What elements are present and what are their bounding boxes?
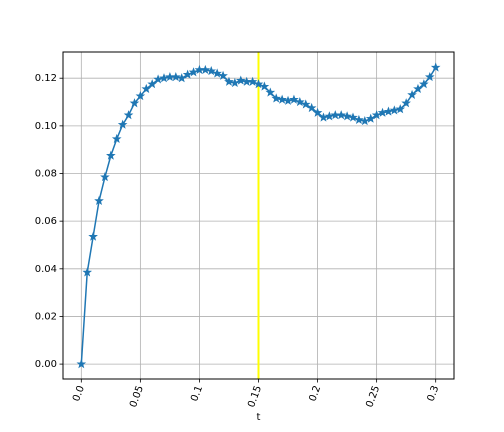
star-marker	[259, 81, 270, 91]
star-marker	[123, 110, 134, 120]
star-marker	[218, 70, 228, 80]
star-marker	[430, 62, 441, 72]
star-marker	[76, 359, 87, 369]
star-marker	[176, 73, 187, 83]
y-tick-label: 0.06	[35, 216, 57, 227]
x-axis-label: t	[257, 412, 261, 423]
y-tick-label: 0.12	[35, 73, 57, 84]
star-marker	[135, 91, 146, 101]
star-marker	[401, 98, 411, 108]
star-marker	[247, 76, 258, 86]
axis-ticks: 0.0 0.05 0.1 0.15 0.2 0.25 0.3 0.00 0.02 0.04 0.06…	[35, 73, 442, 409]
star-marker	[360, 116, 370, 126]
star-marker	[171, 71, 181, 82]
star-marker	[253, 79, 264, 89]
star-marker	[147, 79, 157, 89]
y-tick-label: 0.10	[35, 121, 57, 132]
star-marker	[336, 110, 346, 120]
star-marker	[277, 94, 287, 104]
star-marker	[395, 104, 406, 114]
star-marker	[82, 267, 93, 277]
x-tick-label: 0.1	[189, 384, 205, 403]
y-tick-label: 0.00	[35, 359, 57, 370]
star-marker	[377, 107, 388, 117]
star-marker	[295, 96, 305, 107]
x-tick-label: 0.05	[128, 384, 146, 409]
y-tick-label: 0.08	[35, 169, 57, 180]
star-marker	[342, 111, 352, 121]
star-marker	[348, 112, 358, 122]
star-marker	[159, 73, 169, 83]
star-marker	[419, 79, 429, 89]
star-marker	[354, 114, 364, 124]
star-marker	[312, 107, 323, 117]
star-marker	[371, 110, 382, 120]
series-layer	[76, 62, 441, 369]
x-tick-label: 0.0	[71, 384, 87, 403]
y-tick-label: 0.02	[35, 311, 57, 322]
star-marker	[200, 64, 211, 74]
x-tick-label: 0.25	[364, 384, 382, 409]
star-marker	[129, 98, 140, 108]
star-marker	[182, 69, 193, 79]
star-marker	[235, 75, 246, 85]
y-tick-label: 0.04	[35, 264, 57, 275]
star-marker	[212, 68, 222, 78]
x-tick-label: 0.15	[246, 384, 264, 409]
star-marker	[117, 119, 128, 129]
star-marker	[283, 95, 293, 105]
star-marker	[265, 87, 276, 97]
star-marker	[306, 102, 317, 113]
star-marker	[206, 66, 217, 76]
star-marker	[230, 77, 240, 88]
star-marker	[407, 89, 417, 99]
star-marker	[383, 106, 394, 116]
star-marker	[106, 150, 116, 160]
star-marker	[271, 93, 282, 103]
star-marker	[365, 113, 376, 123]
star-marker	[289, 94, 299, 104]
star-marker	[424, 71, 435, 82]
star-marker	[413, 83, 423, 94]
star-marker	[94, 195, 104, 205]
star-marker	[100, 172, 110, 182]
star-marker	[324, 111, 335, 121]
star-marker	[300, 99, 311, 109]
star-marker	[111, 133, 122, 144]
star-marker	[389, 105, 400, 115]
star-marker	[188, 67, 199, 77]
star-marker	[224, 76, 234, 86]
x-tick-label: 0.2	[307, 384, 323, 403]
x-tick-label: 0.3	[426, 384, 442, 403]
star-marker	[88, 231, 98, 241]
star-marker	[141, 83, 152, 94]
